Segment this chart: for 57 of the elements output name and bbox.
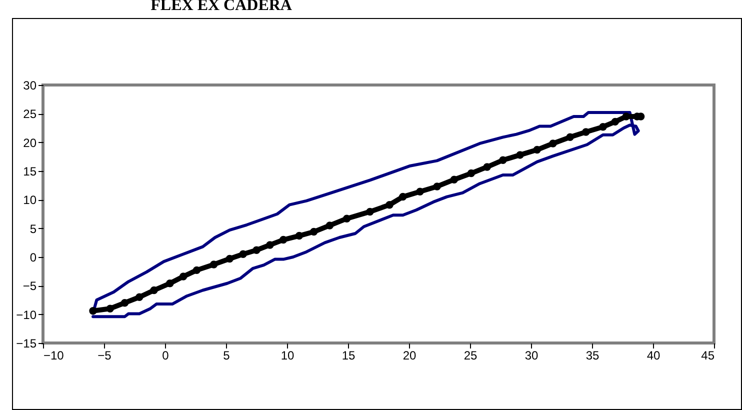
point [499,156,507,164]
point [416,188,424,196]
point [599,122,607,131]
point [366,208,374,216]
x-tick-label: 40 [646,348,660,362]
point [467,169,476,178]
y-tick-label: 15 [23,164,37,178]
x-tick-label: 45 [701,348,715,362]
point [516,151,524,159]
point [622,112,630,120]
point [210,260,218,268]
y-tick-label: 10 [23,193,37,208]
point [611,118,620,126]
point [226,254,234,263]
x-tick-label: 10 [280,348,294,362]
y-tick-label: −10 [16,308,37,322]
point [450,176,458,184]
point [106,304,114,312]
y-tick-label: 5 [30,222,37,236]
point [279,236,288,244]
y-tick-label: 25 [23,107,37,122]
point [399,192,407,201]
point [386,200,394,209]
point [326,222,334,230]
x-tick-label: 15 [342,348,356,362]
y-tick-label: −5 [22,279,37,294]
point [179,272,188,280]
y-tick-label: −15 [16,336,37,350]
point [166,280,174,288]
x-tick-label: 0 [162,348,170,362]
x-tick-label: −5 [98,348,112,362]
point [310,228,318,236]
point [252,246,260,254]
point [192,266,201,274]
x-tick-label: 25 [464,348,478,362]
point [342,214,351,222]
point [549,140,557,148]
x-tick-label: 35 [586,348,600,362]
point [136,293,144,301]
y-tick-label: 0 [30,250,37,264]
y-tick-label: 20 [23,136,37,150]
point [582,128,590,136]
point [433,182,441,190]
x-tick-label: 20 [402,348,416,362]
point [266,241,274,249]
point [483,163,491,171]
point [566,133,574,142]
point [150,286,158,294]
point [89,307,97,315]
y-tick-label: 30 [23,78,37,92]
x-tick-label: 30 [524,348,538,362]
point [295,232,304,240]
point [120,299,129,307]
x-tick-label: −10 [44,348,64,362]
point [239,250,247,258]
x-tick-label: 5 [223,348,230,362]
point [533,146,541,154]
